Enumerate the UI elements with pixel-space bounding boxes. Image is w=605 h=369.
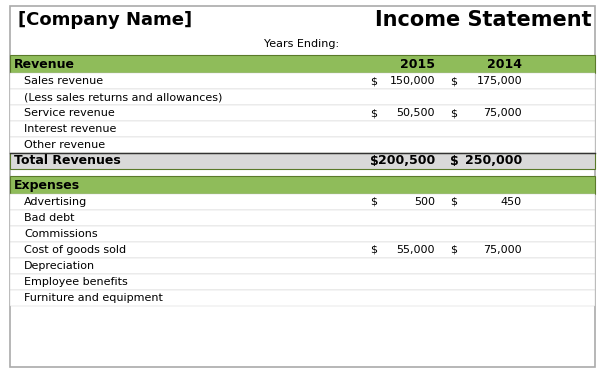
Text: $: $ (450, 76, 457, 86)
Text: Sales revenue: Sales revenue (24, 76, 103, 86)
Text: Years Ending:: Years Ending: (264, 39, 339, 49)
Text: 2015: 2015 (400, 58, 435, 70)
Text: 75,000: 75,000 (483, 108, 522, 118)
Text: Revenue: Revenue (14, 58, 75, 70)
Text: 450: 450 (501, 197, 522, 207)
Text: 50,500: 50,500 (396, 108, 435, 118)
Text: $: $ (450, 245, 457, 255)
Text: Total Revenues: Total Revenues (14, 155, 121, 168)
Bar (10, 258, 595, 274)
Text: $: $ (370, 197, 377, 207)
Text: Bad debt: Bad debt (24, 213, 74, 223)
Text: $: $ (370, 76, 377, 86)
Text: 75,000: 75,000 (483, 245, 522, 255)
Text: $: $ (450, 108, 457, 118)
Bar (10, 89, 595, 105)
Bar (10, 226, 595, 242)
Text: $: $ (370, 155, 379, 168)
Text: 175,000: 175,000 (476, 76, 522, 86)
Text: $: $ (370, 108, 377, 118)
Text: Other revenue: Other revenue (24, 140, 105, 150)
Text: Advertising: Advertising (24, 197, 87, 207)
Text: (Less sales returns and allowances): (Less sales returns and allowances) (24, 92, 223, 102)
Bar (10, 121, 595, 137)
Text: Income Statement: Income Statement (375, 10, 592, 30)
Text: 250,000: 250,000 (465, 155, 522, 168)
Text: [Company Name]: [Company Name] (18, 11, 192, 29)
Text: Interest revenue: Interest revenue (24, 124, 116, 134)
Text: $: $ (370, 245, 377, 255)
Bar (10, 73, 595, 89)
Bar (10, 105, 595, 121)
Text: $: $ (450, 155, 459, 168)
Bar (10, 194, 595, 210)
Text: Service revenue: Service revenue (24, 108, 115, 118)
Text: 200,500: 200,500 (378, 155, 435, 168)
Text: Depreciation: Depreciation (24, 261, 95, 271)
Bar (10, 274, 595, 290)
Text: $: $ (450, 197, 457, 207)
Bar (10, 137, 595, 153)
Bar (10, 176, 595, 194)
Bar (10, 55, 595, 73)
Bar (10, 210, 595, 226)
Text: Cost of goods sold: Cost of goods sold (24, 245, 126, 255)
Bar (10, 242, 595, 258)
Text: Commissions: Commissions (24, 229, 97, 239)
Text: 150,000: 150,000 (390, 76, 435, 86)
Bar (10, 153, 595, 169)
Bar (10, 290, 595, 306)
Text: Furniture and equipment: Furniture and equipment (24, 293, 163, 303)
Text: 500: 500 (414, 197, 435, 207)
Text: 2014: 2014 (487, 58, 522, 70)
Text: Expenses: Expenses (14, 179, 80, 192)
Text: 55,000: 55,000 (396, 245, 435, 255)
Text: Employee benefits: Employee benefits (24, 277, 128, 287)
